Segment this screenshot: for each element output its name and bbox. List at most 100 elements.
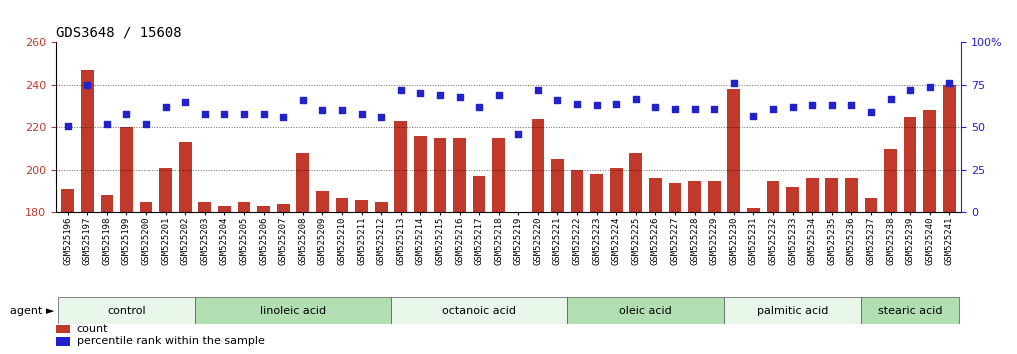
Bar (630, 153, 642, 212)
Point (314, 108, 331, 113)
Bar (257, 206, 270, 212)
Point (627, 96, 644, 101)
Point (862, 109, 879, 115)
Bar (727, 89, 740, 212)
Point (569, 101, 585, 107)
Text: palmitic acid: palmitic acid (757, 306, 828, 316)
Point (412, 91, 428, 96)
Point (843, 103, 859, 108)
Point (765, 106, 781, 112)
Point (921, 84, 938, 90)
Bar (826, 178, 838, 212)
Point (824, 103, 840, 108)
Bar (532, 119, 544, 212)
Point (667, 106, 683, 112)
Bar (395, 121, 407, 212)
Bar (845, 178, 857, 212)
Bar (336, 198, 349, 212)
Point (158, 104, 174, 110)
Text: oleic acid: oleic acid (619, 306, 672, 316)
Text: control: control (107, 306, 145, 316)
Point (255, 111, 272, 117)
Point (706, 106, 722, 112)
Point (530, 87, 546, 93)
Bar (724, 297, 861, 324)
Point (686, 106, 703, 112)
Point (608, 101, 624, 107)
Point (941, 80, 957, 86)
Bar (454, 138, 466, 212)
Bar (864, 198, 878, 212)
Bar (610, 168, 622, 212)
Point (60, 123, 76, 129)
Point (99, 121, 115, 127)
Bar (198, 202, 212, 212)
Bar (316, 191, 328, 212)
Point (196, 111, 213, 117)
Bar (590, 174, 603, 212)
Bar (56, 325, 69, 333)
Bar (160, 168, 172, 212)
Point (804, 103, 821, 108)
Bar (492, 138, 505, 212)
Bar (81, 70, 94, 212)
Bar (805, 178, 819, 212)
Point (295, 97, 311, 103)
Bar (571, 170, 584, 212)
Point (373, 114, 390, 120)
Bar (786, 187, 799, 212)
Point (138, 121, 155, 127)
Bar (923, 110, 936, 212)
Point (745, 113, 762, 118)
Point (883, 96, 899, 101)
Bar (943, 85, 956, 212)
Bar (567, 297, 724, 324)
Text: octanoic acid: octanoic acid (442, 306, 516, 316)
Point (275, 114, 291, 120)
Bar (433, 138, 446, 212)
Bar (391, 297, 567, 324)
Point (334, 108, 350, 113)
Point (432, 92, 448, 98)
Point (236, 111, 252, 117)
Point (726, 80, 742, 86)
Point (589, 103, 605, 108)
Bar (512, 212, 525, 234)
Bar (179, 142, 191, 212)
Point (177, 99, 193, 105)
Point (79, 82, 96, 88)
Bar (473, 176, 485, 212)
Bar (58, 297, 195, 324)
Bar (218, 206, 231, 212)
Bar (61, 189, 74, 212)
Bar (649, 178, 662, 212)
Bar (375, 202, 387, 212)
Bar (668, 183, 681, 212)
Point (452, 94, 468, 100)
Text: count: count (76, 324, 108, 334)
Point (784, 104, 800, 110)
Bar (56, 337, 69, 346)
Bar (296, 153, 309, 212)
Point (647, 104, 663, 110)
Point (490, 92, 506, 98)
Text: agent ►: agent ► (9, 306, 54, 316)
Bar (101, 195, 113, 212)
Bar (861, 297, 959, 324)
Bar (747, 208, 760, 212)
Bar (120, 127, 133, 212)
Bar (551, 159, 563, 212)
Bar (355, 200, 368, 212)
Bar (767, 181, 779, 212)
Point (511, 131, 527, 137)
Text: GDS3648 / 15608: GDS3648 / 15608 (56, 26, 182, 40)
Bar (708, 181, 721, 212)
Point (354, 111, 370, 117)
Point (118, 111, 134, 117)
Bar (904, 117, 916, 212)
Point (217, 111, 233, 117)
Point (549, 97, 565, 103)
Bar (139, 202, 153, 212)
Bar (689, 181, 701, 212)
Bar (884, 149, 897, 212)
